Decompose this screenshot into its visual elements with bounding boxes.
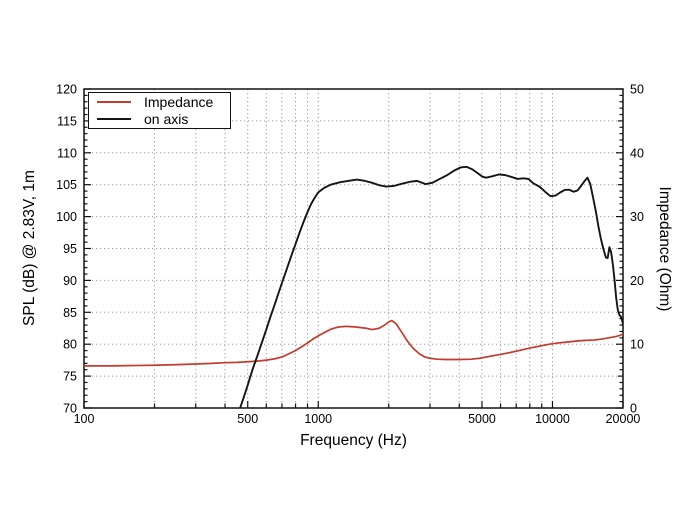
y-left-tick-label: 120 xyxy=(56,83,77,97)
y-right-tick-label: 0 xyxy=(630,402,637,416)
legend-line-impedance-icon xyxy=(97,101,131,103)
y-axis-title-right: Impedance (Ohm) xyxy=(656,186,673,312)
y-left-tick-label: 75 xyxy=(63,370,77,384)
y-left-tick-label: 100 xyxy=(56,210,77,224)
y-right-tick-label: 50 xyxy=(630,83,644,97)
x-tick-label: 10000 xyxy=(535,412,570,426)
y-left-tick-label: 80 xyxy=(63,338,77,352)
x-tick-label: 100 xyxy=(74,412,95,426)
y-left-tick-label: 95 xyxy=(63,242,77,256)
x-tick-label: 500 xyxy=(237,412,258,426)
legend: Impedance on axis xyxy=(88,92,231,129)
series-on-axis-line xyxy=(239,165,623,408)
y-right-tick-label: 20 xyxy=(630,274,644,288)
y-axis-title-left: SPL (dB) @ 2.83V, 1m xyxy=(21,170,38,326)
y-left-tick-label: 110 xyxy=(57,146,77,160)
x-tick-label: 20000 xyxy=(606,412,641,426)
y-right-tick-label: 10 xyxy=(630,338,644,352)
legend-item-impedance: Impedance xyxy=(89,94,230,110)
x-axis-title: Frequency (Hz) xyxy=(300,432,407,449)
legend-item-on-axis: on axis xyxy=(89,111,230,127)
legend-line-on-axis-icon xyxy=(97,118,131,120)
y-right-tick-label: 40 xyxy=(630,146,644,160)
series-impedance-line xyxy=(84,319,623,367)
y-left-tick-label: 115 xyxy=(57,114,77,128)
legend-label-impedance: Impedance xyxy=(144,94,214,110)
y-left-tick-label: 85 xyxy=(63,306,77,320)
legend-label-on-axis: on axis xyxy=(144,111,189,127)
x-tick-label: 1000 xyxy=(304,412,332,426)
y-left-tick-label: 90 xyxy=(63,274,77,288)
x-tick-label: 5000 xyxy=(468,412,496,426)
y-right-tick-label: 30 xyxy=(630,210,644,224)
y-left-tick-label: 70 xyxy=(63,402,77,416)
y-left-tick-label: 105 xyxy=(56,178,77,192)
